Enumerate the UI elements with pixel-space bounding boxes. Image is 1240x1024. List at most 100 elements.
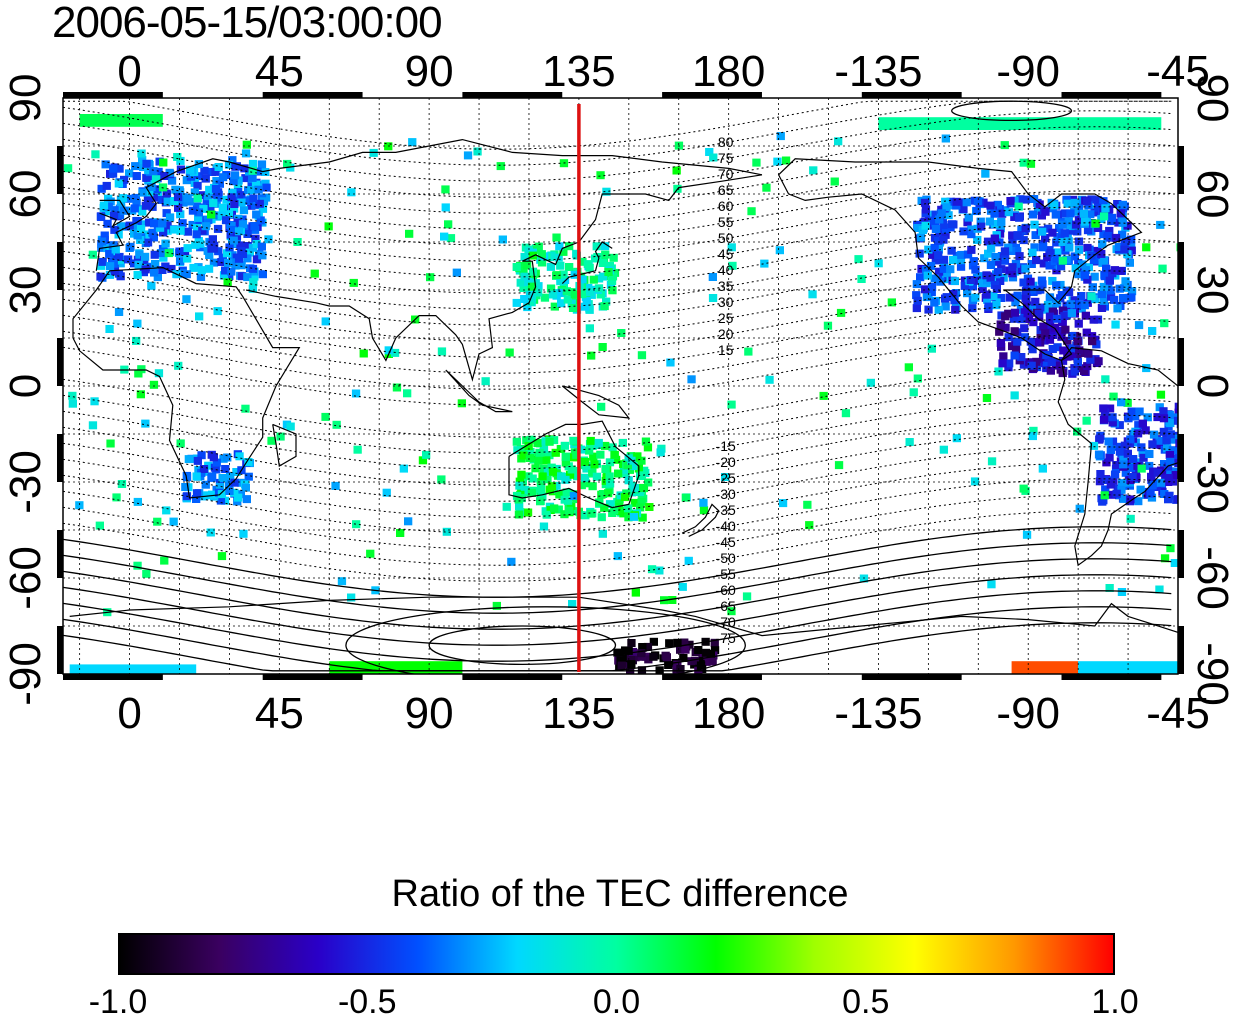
data-cell — [1022, 196, 1030, 204]
data-cell — [699, 499, 707, 507]
data-cell — [743, 592, 751, 600]
data-cell — [1065, 244, 1073, 252]
data-cell — [946, 265, 954, 273]
data-cell — [984, 303, 992, 311]
data-cell — [1020, 485, 1028, 493]
data-cell — [611, 451, 619, 459]
data-cell — [524, 509, 532, 517]
data-cell — [999, 352, 1007, 360]
data-cell — [581, 474, 589, 482]
data-cell — [173, 153, 181, 161]
data-cell — [916, 250, 924, 258]
data-cell — [556, 262, 564, 270]
data-cell — [998, 359, 1006, 367]
data-cell — [1067, 300, 1075, 308]
data-cell — [642, 438, 650, 446]
data-cell — [596, 171, 604, 179]
contour-label: 30 — [718, 294, 734, 310]
data-cell — [183, 255, 191, 263]
data-cell — [99, 258, 107, 266]
data-cell — [1006, 197, 1014, 205]
left-lat-tick-label: 90 — [1, 74, 50, 123]
data-cell — [987, 580, 995, 588]
data-cell — [1098, 304, 1106, 312]
data-cell — [239, 530, 247, 538]
left-lat-tick-label: 60 — [1, 170, 50, 219]
data-cell — [207, 211, 215, 219]
data-cell — [1061, 229, 1069, 237]
data-cell — [776, 246, 784, 254]
data-cell — [587, 437, 595, 445]
data-cell — [1075, 246, 1083, 254]
top-lon-tick-label: -90 — [996, 47, 1060, 96]
data-cell — [1113, 304, 1121, 312]
data-cell — [1014, 292, 1022, 300]
data-cell — [1015, 252, 1023, 260]
data-cell — [1039, 465, 1047, 473]
data-cell — [986, 218, 994, 226]
contour-line — [63, 367, 1171, 437]
data-cell — [803, 501, 811, 509]
data-cell — [666, 359, 674, 367]
data-cell — [638, 351, 646, 359]
data-cell — [520, 295, 528, 303]
data-cell — [991, 235, 999, 243]
tec-ratio-map: 8075706560555045403530252015-15-20-25-30… — [0, 0, 1240, 870]
data-cell — [565, 263, 573, 271]
data-cell — [198, 266, 206, 274]
data-cell — [106, 262, 114, 270]
data-cell — [517, 471, 525, 479]
data-cell — [1095, 451, 1103, 459]
data-cell — [89, 421, 97, 429]
data-cell — [90, 397, 98, 405]
data-cell — [160, 557, 168, 565]
data-cell — [1048, 229, 1056, 237]
data-cell — [184, 244, 192, 252]
left-lat-tick-label: -90 — [1, 642, 50, 706]
data-cell — [1001, 312, 1009, 320]
data-cell — [115, 308, 123, 316]
data-cell — [569, 304, 577, 312]
data-cell — [1119, 460, 1127, 468]
bottom-lon-tick-label: 0 — [117, 689, 141, 738]
data-cell — [158, 220, 166, 228]
contour-label: -60 — [716, 582, 736, 598]
data-cell — [940, 446, 948, 454]
data-cell — [1028, 249, 1036, 257]
data-cell — [562, 453, 570, 461]
data-cell — [943, 293, 951, 301]
contour-label: -70 — [716, 614, 736, 630]
data-cell — [1116, 285, 1124, 293]
data-cell — [194, 457, 202, 465]
data-cell — [287, 423, 295, 431]
data-cell — [1135, 408, 1143, 416]
data-cell — [403, 389, 411, 397]
frame-bar — [1178, 434, 1184, 482]
data-cell — [842, 409, 850, 417]
data-cell — [141, 420, 149, 428]
contour-label: 50 — [718, 230, 734, 246]
data-cell — [970, 257, 978, 265]
data-cell — [189, 207, 197, 215]
data-cell — [1048, 358, 1056, 366]
data-cell — [599, 343, 607, 351]
contour-label: -65 — [716, 598, 736, 614]
data-cell — [986, 202, 994, 210]
data-strip — [1012, 661, 1079, 674]
data-cell — [170, 518, 178, 526]
data-cell — [210, 453, 218, 461]
data-cell — [235, 452, 243, 460]
data-cell — [513, 438, 521, 446]
data-cell — [131, 204, 139, 212]
data-region-south-america — [1095, 403, 1203, 506]
data-cell — [988, 457, 996, 465]
data-cell — [834, 137, 842, 145]
data-cell — [214, 225, 222, 233]
data-cell — [96, 522, 104, 530]
data-cell — [321, 413, 329, 421]
data-cell — [1076, 505, 1084, 513]
data-cell — [702, 649, 710, 657]
frame-bar — [57, 146, 63, 194]
data-cell — [1181, 407, 1189, 415]
data-cell — [951, 306, 959, 314]
